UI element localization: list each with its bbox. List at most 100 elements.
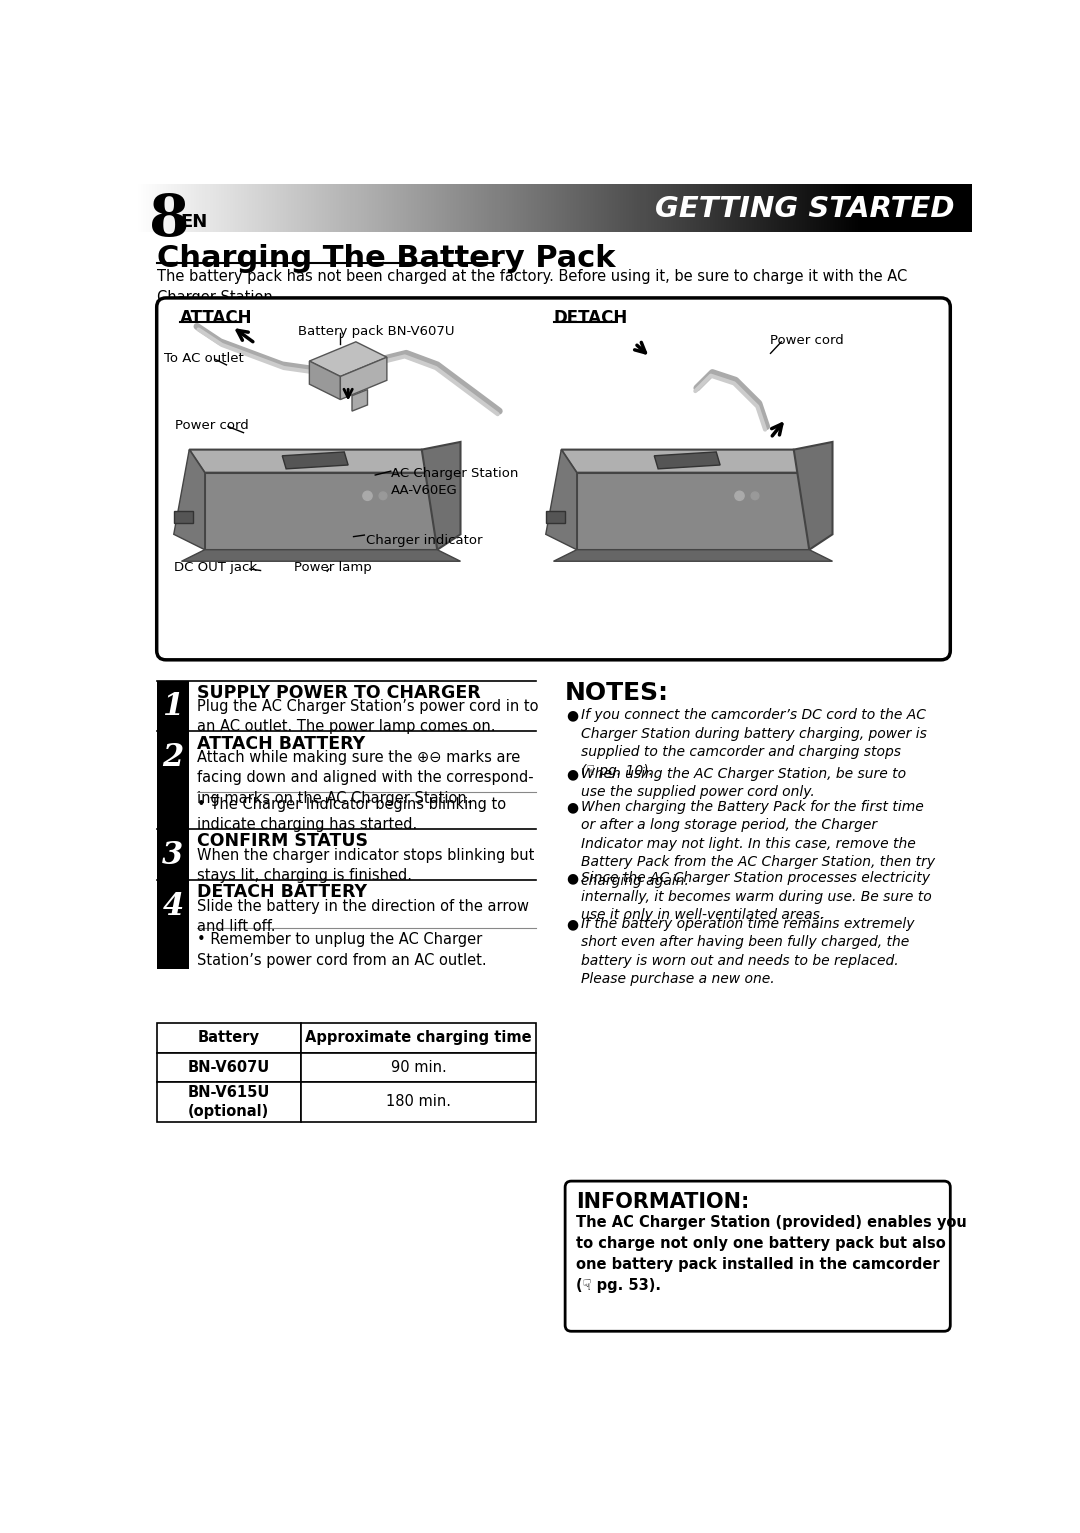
- Bar: [688, 184, 691, 231]
- Bar: [280, 184, 284, 231]
- Bar: [241, 184, 245, 231]
- Bar: [782, 184, 786, 231]
- Bar: [160, 184, 164, 231]
- Text: Slide the battery in the direction of the arrow
and lift off.: Slide the battery in the direction of th…: [197, 898, 529, 934]
- Bar: [584, 184, 589, 231]
- Bar: [612, 184, 616, 231]
- Bar: [442, 184, 446, 231]
- Bar: [671, 184, 675, 231]
- Bar: [771, 184, 775, 231]
- Bar: [135, 184, 139, 231]
- Bar: [172, 184, 175, 231]
- Bar: [158, 184, 161, 231]
- Bar: [537, 184, 541, 231]
- Bar: [648, 184, 652, 231]
- Bar: [322, 184, 326, 231]
- Bar: [523, 184, 527, 231]
- Bar: [400, 184, 404, 231]
- Bar: [573, 184, 577, 231]
- Bar: [559, 184, 563, 231]
- Bar: [431, 184, 434, 231]
- Bar: [288, 184, 293, 231]
- Bar: [696, 184, 700, 231]
- Polygon shape: [189, 449, 437, 472]
- Bar: [540, 184, 543, 231]
- Bar: [861, 184, 864, 231]
- Bar: [679, 184, 683, 231]
- Bar: [910, 184, 915, 231]
- Bar: [140, 184, 145, 231]
- Polygon shape: [309, 362, 340, 400]
- Bar: [188, 184, 192, 231]
- Bar: [445, 184, 448, 231]
- Bar: [801, 184, 806, 231]
- Bar: [436, 184, 441, 231]
- Bar: [269, 184, 273, 231]
- Bar: [958, 184, 962, 231]
- Bar: [905, 184, 909, 231]
- FancyBboxPatch shape: [565, 1180, 950, 1331]
- Bar: [827, 184, 831, 231]
- Bar: [567, 184, 571, 231]
- Text: Plug the AC Charger Station’s power cord in to
an AC outlet. The power lamp come: Plug the AC Charger Station’s power cord…: [197, 699, 539, 734]
- Bar: [163, 184, 166, 231]
- Bar: [411, 184, 415, 231]
- Bar: [634, 184, 638, 231]
- Bar: [755, 184, 758, 231]
- Bar: [193, 184, 198, 231]
- Bar: [213, 184, 217, 231]
- Bar: [475, 184, 480, 231]
- Bar: [620, 184, 624, 231]
- Bar: [403, 184, 407, 231]
- Bar: [278, 184, 281, 231]
- Bar: [389, 184, 393, 231]
- Bar: [246, 184, 251, 231]
- Text: When using the AC Charger Station, be sure to
use the supplied power cord only.: When using the AC Charger Station, be su…: [581, 766, 906, 799]
- Bar: [311, 184, 314, 231]
- Bar: [154, 184, 159, 231]
- Bar: [218, 184, 222, 231]
- Circle shape: [363, 491, 373, 500]
- Bar: [359, 184, 362, 231]
- Bar: [593, 184, 596, 231]
- Bar: [785, 184, 789, 231]
- Bar: [186, 184, 189, 231]
- Bar: [944, 184, 948, 231]
- Bar: [397, 184, 401, 231]
- Circle shape: [734, 491, 744, 500]
- Bar: [255, 184, 259, 231]
- Polygon shape: [794, 442, 833, 550]
- Bar: [157, 731, 189, 834]
- Text: 90 min.: 90 min.: [391, 1059, 446, 1075]
- Bar: [392, 184, 395, 231]
- Bar: [651, 184, 656, 231]
- Bar: [963, 184, 968, 231]
- Bar: [464, 184, 468, 231]
- Bar: [590, 184, 594, 231]
- Bar: [249, 184, 254, 231]
- Bar: [852, 184, 856, 231]
- Bar: [512, 184, 515, 231]
- Bar: [902, 184, 906, 231]
- Bar: [674, 184, 677, 231]
- Bar: [732, 184, 735, 231]
- Bar: [157, 1023, 301, 1053]
- Bar: [292, 184, 295, 231]
- Bar: [657, 184, 661, 231]
- Bar: [500, 184, 504, 231]
- Bar: [205, 184, 208, 231]
- Bar: [498, 184, 501, 231]
- Text: To AC outlet: To AC outlet: [164, 351, 244, 365]
- Bar: [165, 184, 170, 231]
- Bar: [715, 184, 719, 231]
- Text: ●: ●: [567, 800, 579, 814]
- Bar: [626, 184, 630, 231]
- Bar: [157, 880, 189, 969]
- Bar: [713, 184, 716, 231]
- Text: ●: ●: [567, 708, 579, 722]
- Bar: [743, 184, 747, 231]
- Bar: [325, 184, 328, 231]
- Bar: [632, 184, 635, 231]
- Bar: [838, 184, 842, 231]
- Text: BN-V607U: BN-V607U: [188, 1059, 270, 1075]
